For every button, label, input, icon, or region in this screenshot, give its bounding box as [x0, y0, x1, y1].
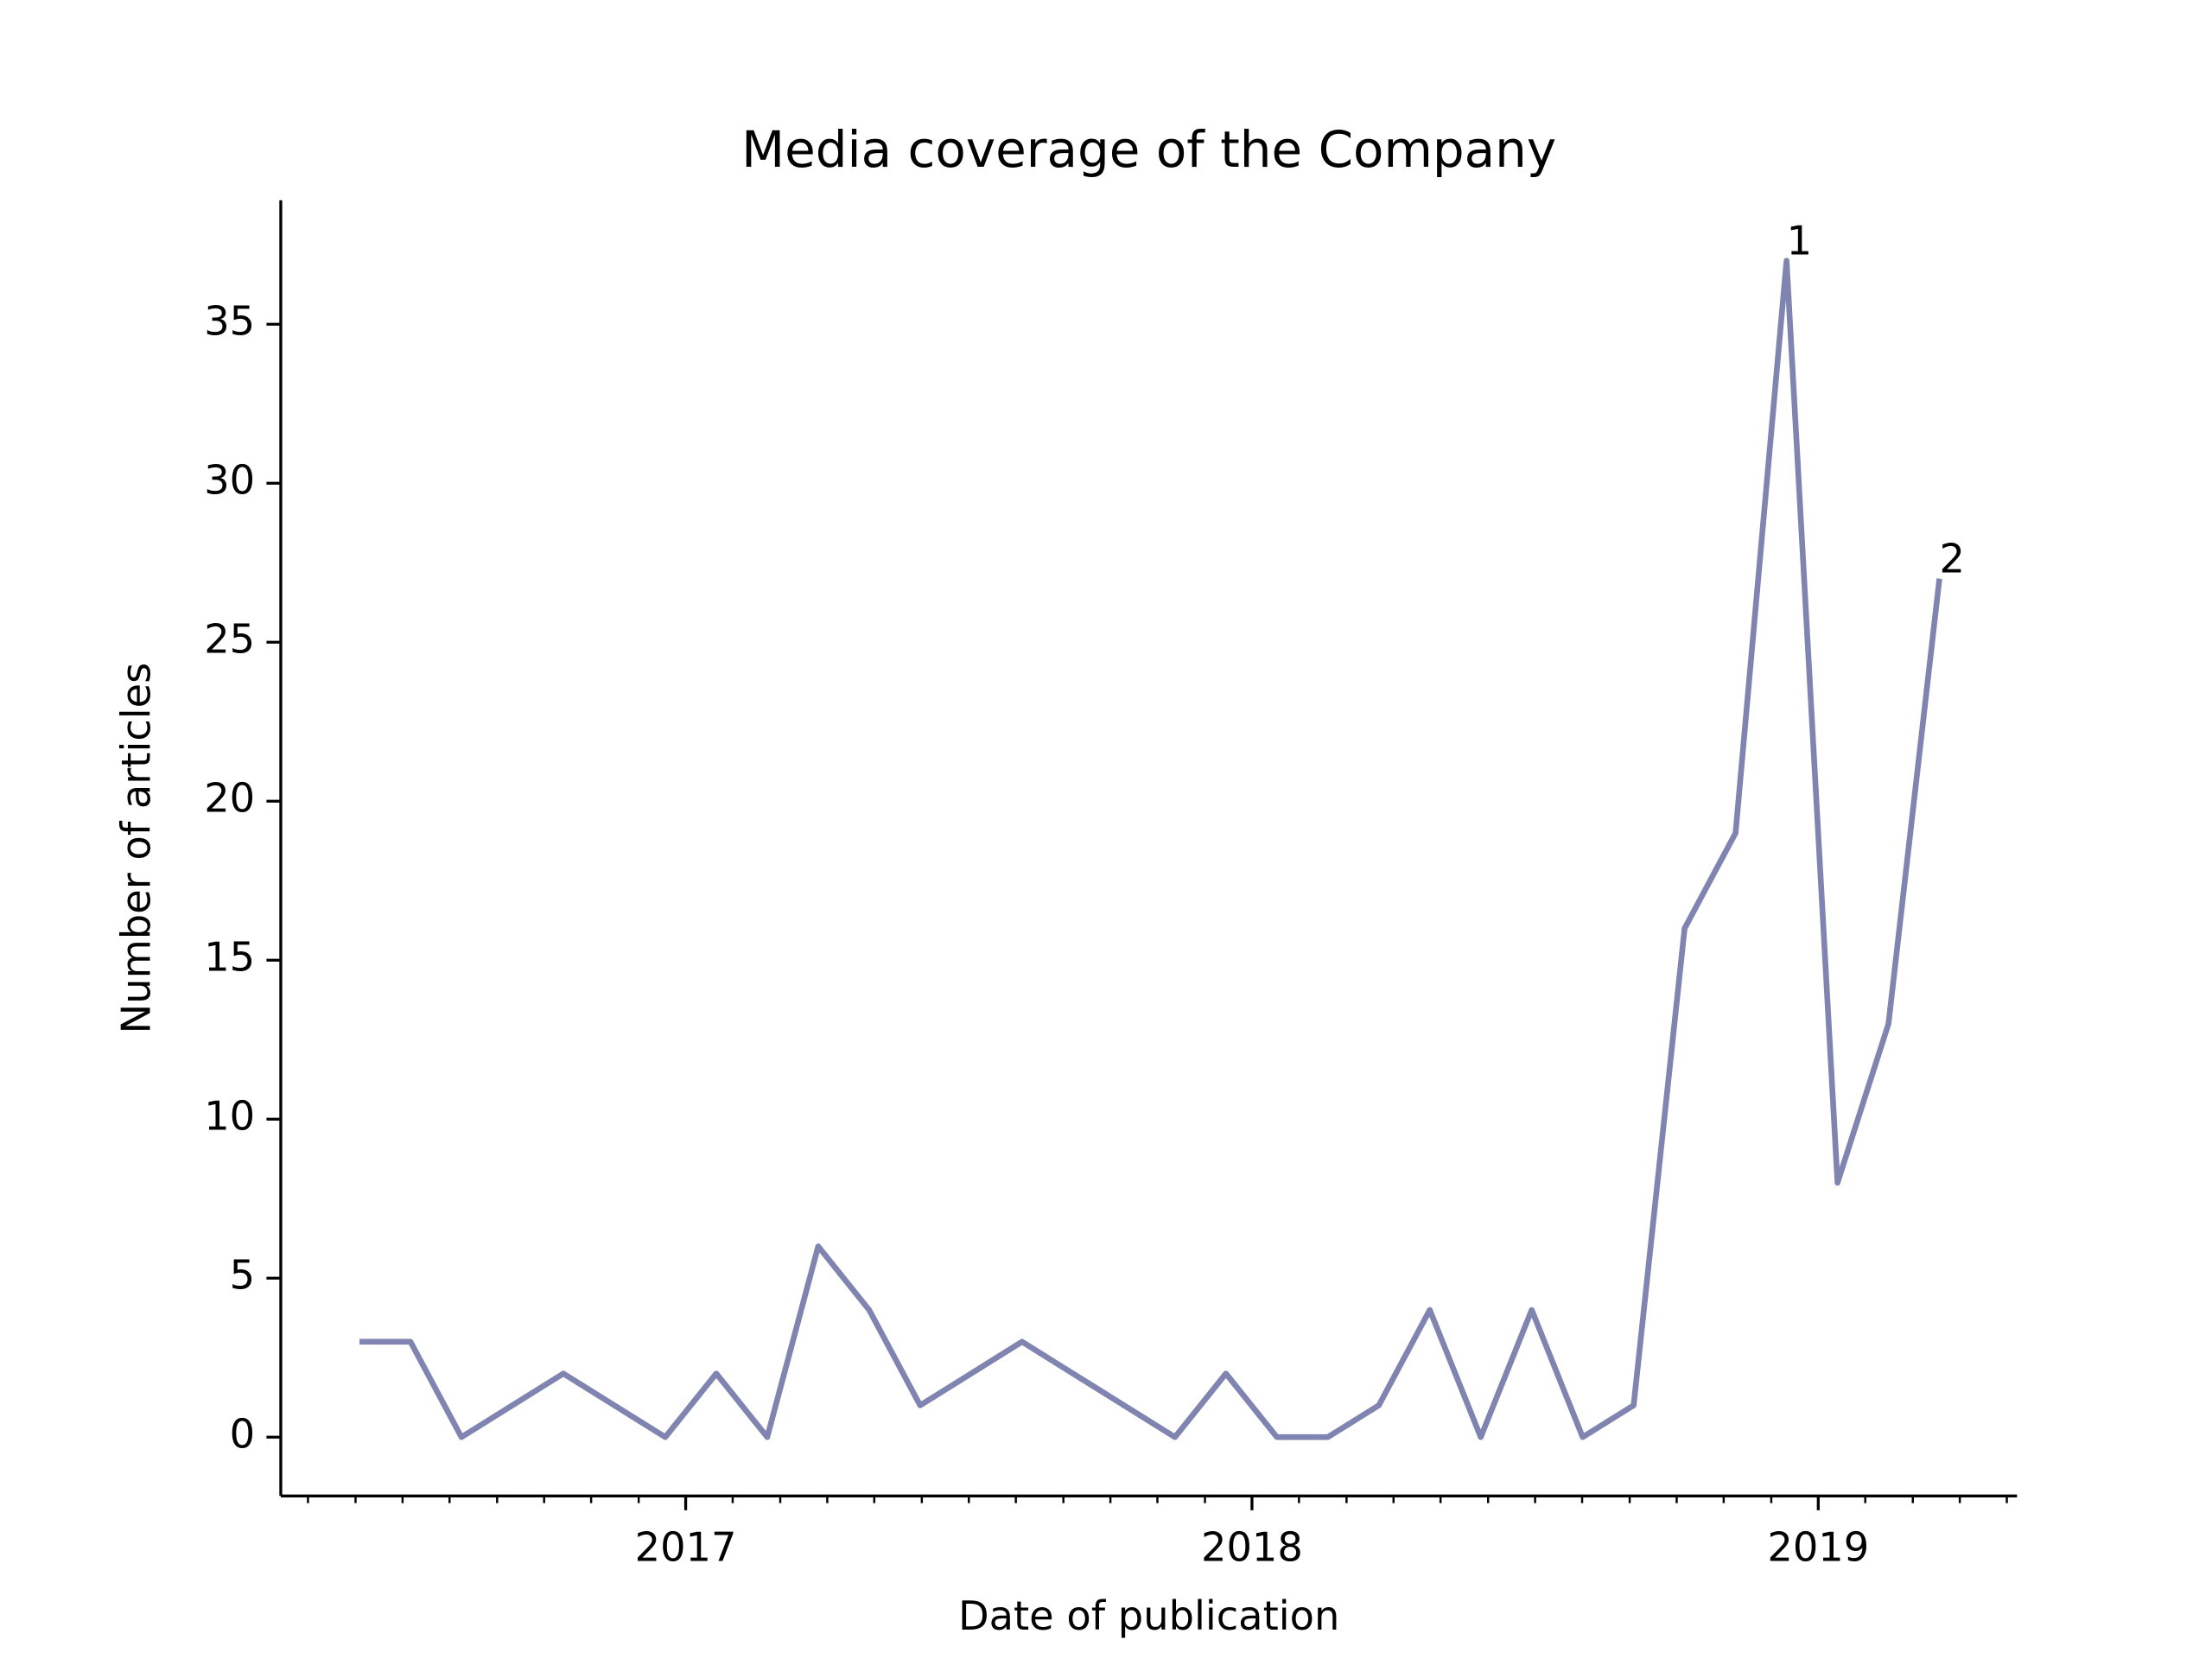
- annotation: 2: [1940, 535, 1965, 582]
- y-tick-label: 35: [204, 298, 255, 345]
- x-axis-label: Date of publication: [958, 1592, 1339, 1639]
- y-tick-label: 25: [204, 616, 255, 663]
- y-tick-label: 10: [204, 1093, 255, 1140]
- y-tick-label: 0: [230, 1411, 255, 1458]
- x-tick-label: 2018: [1201, 1524, 1303, 1571]
- y-axis-label: Number of articles: [113, 663, 160, 1034]
- y-tick-label: 30: [204, 457, 255, 504]
- annotation: 1: [1787, 217, 1812, 264]
- y-tick-label: 20: [204, 775, 255, 822]
- x-tick-label: 2017: [635, 1524, 737, 1571]
- chart-title: Media coverage of the Company: [741, 120, 1556, 179]
- y-tick-label: 15: [204, 934, 255, 981]
- x-tick-label: 2019: [1767, 1524, 1869, 1571]
- line-series: [359, 257, 1942, 1440]
- y-tick-label: 5: [230, 1252, 255, 1299]
